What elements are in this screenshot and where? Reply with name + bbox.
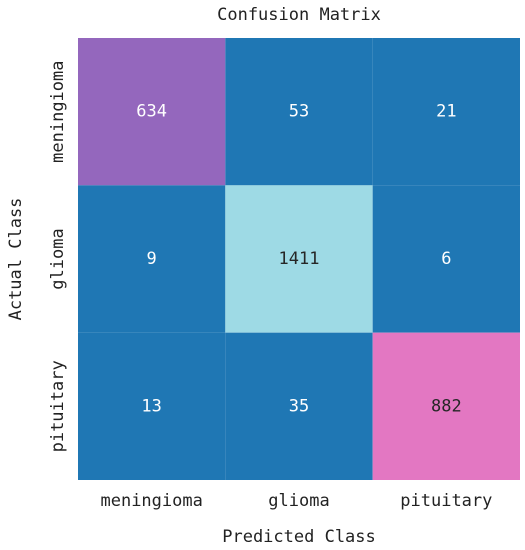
heatmap-cell [372, 38, 520, 186]
cell-label: 13 [141, 396, 161, 416]
heatmap-cell [78, 332, 226, 480]
heatmap-cell [225, 185, 373, 333]
y-axis-title: Actual Class [6, 198, 26, 321]
cell-label: 21 [436, 102, 456, 122]
y-tick-label: meningioma [48, 60, 68, 162]
cell-label: 35 [289, 396, 309, 416]
cell-label: 6 [441, 249, 451, 269]
x-tick-label: pituitary [400, 491, 492, 511]
cell-label: 634 [136, 102, 167, 122]
heatmap-cell [78, 38, 226, 186]
x-tick-label: meningioma [100, 491, 202, 511]
heatmap-cell [78, 185, 226, 333]
cell-label: 882 [431, 396, 462, 416]
cell-label: 1411 [279, 249, 320, 269]
cell-label: 53 [289, 102, 309, 122]
heatmap-cell [372, 185, 520, 333]
x-tick-label: glioma [268, 491, 329, 511]
cell-label: 9 [147, 249, 157, 269]
y-tick-label: glioma [48, 228, 68, 289]
chart-title: Confusion Matrix [217, 5, 381, 25]
x-axis-title: Predicted Class [222, 527, 376, 547]
y-tick-label: pituitary [48, 360, 68, 452]
heatmap-cell [225, 332, 373, 480]
heatmap-cell [372, 332, 520, 480]
heatmap-cell [225, 38, 373, 186]
